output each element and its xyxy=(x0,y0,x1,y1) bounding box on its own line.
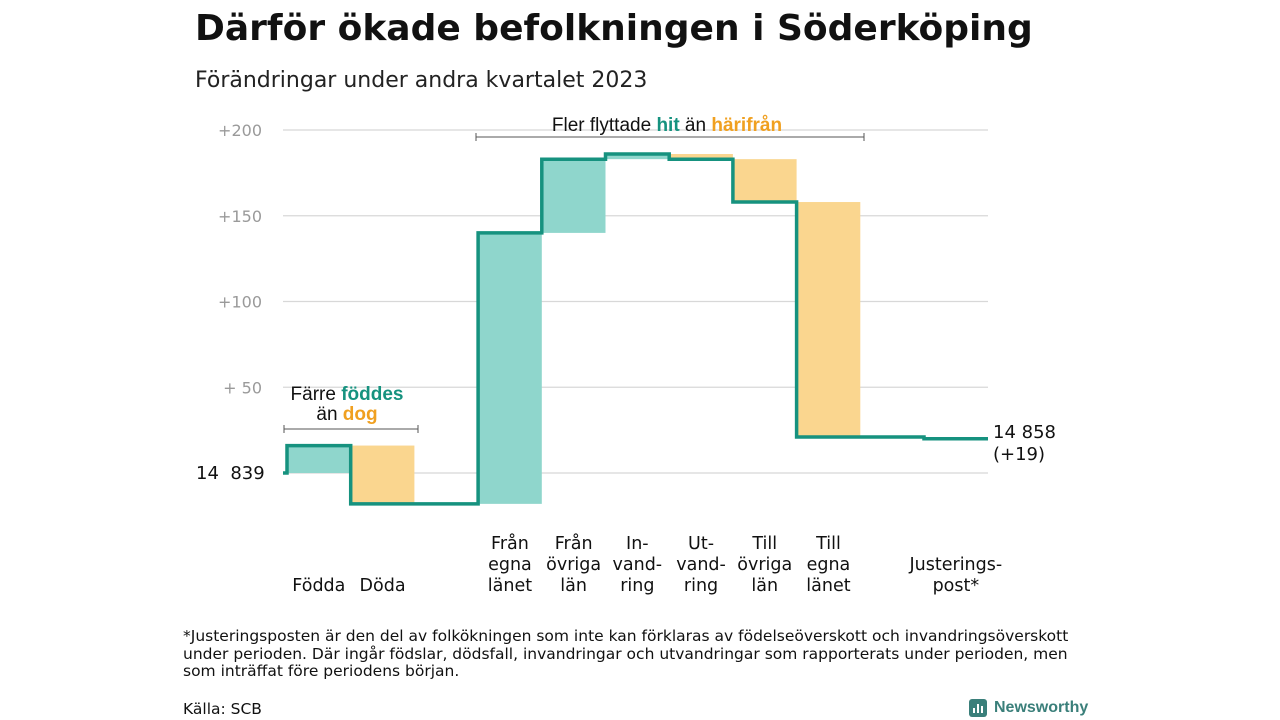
migration-annotation: Fler flyttade hit än härifrån xyxy=(552,115,782,136)
x-category-label: Till xyxy=(815,534,841,554)
x-category-label: Ut- xyxy=(688,534,714,554)
x-category-label: In- xyxy=(626,534,649,554)
annotation-plain: än xyxy=(680,115,712,136)
x-category-label: länet xyxy=(806,576,850,596)
y-tick-label: +200 xyxy=(218,121,262,140)
y-tick-label: +100 xyxy=(218,293,262,312)
annotation-plain: Fler flyttade xyxy=(552,115,657,136)
end-value-label: 14 858 xyxy=(993,422,1056,443)
x-category-label: övriga xyxy=(546,555,601,575)
newsworthy-logo-icon xyxy=(969,699,987,717)
bar-layer xyxy=(287,154,861,504)
birth-annotation-line1: Färre föddes xyxy=(291,384,404,405)
birth-annotation-line2: än dog xyxy=(316,404,377,425)
annotation-plain: än xyxy=(316,404,342,425)
footnote: *Justeringsposten är den del av folkökni… xyxy=(183,627,1069,680)
newsworthy-logo: Newsworthy xyxy=(968,696,1088,720)
bar-från-övriga-län xyxy=(541,159,606,233)
x-category-label: ring xyxy=(620,576,654,596)
x-category-label: län xyxy=(560,576,587,596)
x-category-label: länet xyxy=(488,576,532,596)
x-category-label: län xyxy=(751,576,778,596)
x-category-label: Döda xyxy=(360,576,406,596)
annotation-highlight-died: dog xyxy=(343,404,378,425)
end-change-label: (+19) xyxy=(993,444,1045,465)
running-total-path xyxy=(283,152,988,506)
bar-till-övriga-län xyxy=(732,159,797,203)
x-category-label: övriga xyxy=(737,555,792,575)
page-subtitle: Förändringar under andra kvartalet 2023 xyxy=(195,68,648,93)
x-category-label: Till xyxy=(751,534,777,554)
y-tick-label: + 50 xyxy=(223,378,262,397)
bar-in--vand--ring xyxy=(605,154,670,160)
annotation-plain: Färre xyxy=(291,384,342,405)
logo-text: Newsworthy xyxy=(994,699,1089,716)
x-category-label: Från xyxy=(555,533,593,554)
bar-från-egna-länet xyxy=(478,232,542,504)
bar-födda xyxy=(287,445,351,473)
annotation-highlight-harifran: härifrån xyxy=(711,115,782,136)
start-value-label: 14 839 xyxy=(196,463,265,484)
x-category-label: egna xyxy=(488,555,532,575)
bar-ut--vand--ring xyxy=(669,154,733,160)
x-category-label: Från xyxy=(491,533,529,554)
running-total-line xyxy=(283,152,988,506)
page-title: Därför ökade befolkningen i Söderköping xyxy=(195,8,1033,49)
annotation-highlight-born: föddes xyxy=(341,384,403,405)
x-category-label: Födda xyxy=(292,576,345,596)
y-tick-label: +150 xyxy=(218,207,262,226)
x-category-label: post* xyxy=(933,576,980,596)
x-category-label: ring xyxy=(684,576,718,596)
grid-lines xyxy=(283,129,988,474)
bar-till-egna-länet xyxy=(796,202,861,437)
x-category-label: egna xyxy=(807,555,851,575)
annotation-highlight-hit: hit xyxy=(656,115,680,136)
bar-döda xyxy=(350,445,415,504)
x-category-label: vand- xyxy=(613,555,663,575)
x-category-label: Justerings- xyxy=(909,555,1003,575)
x-category-label: vand- xyxy=(676,555,726,575)
source-text: Källa: SCB xyxy=(183,700,262,718)
